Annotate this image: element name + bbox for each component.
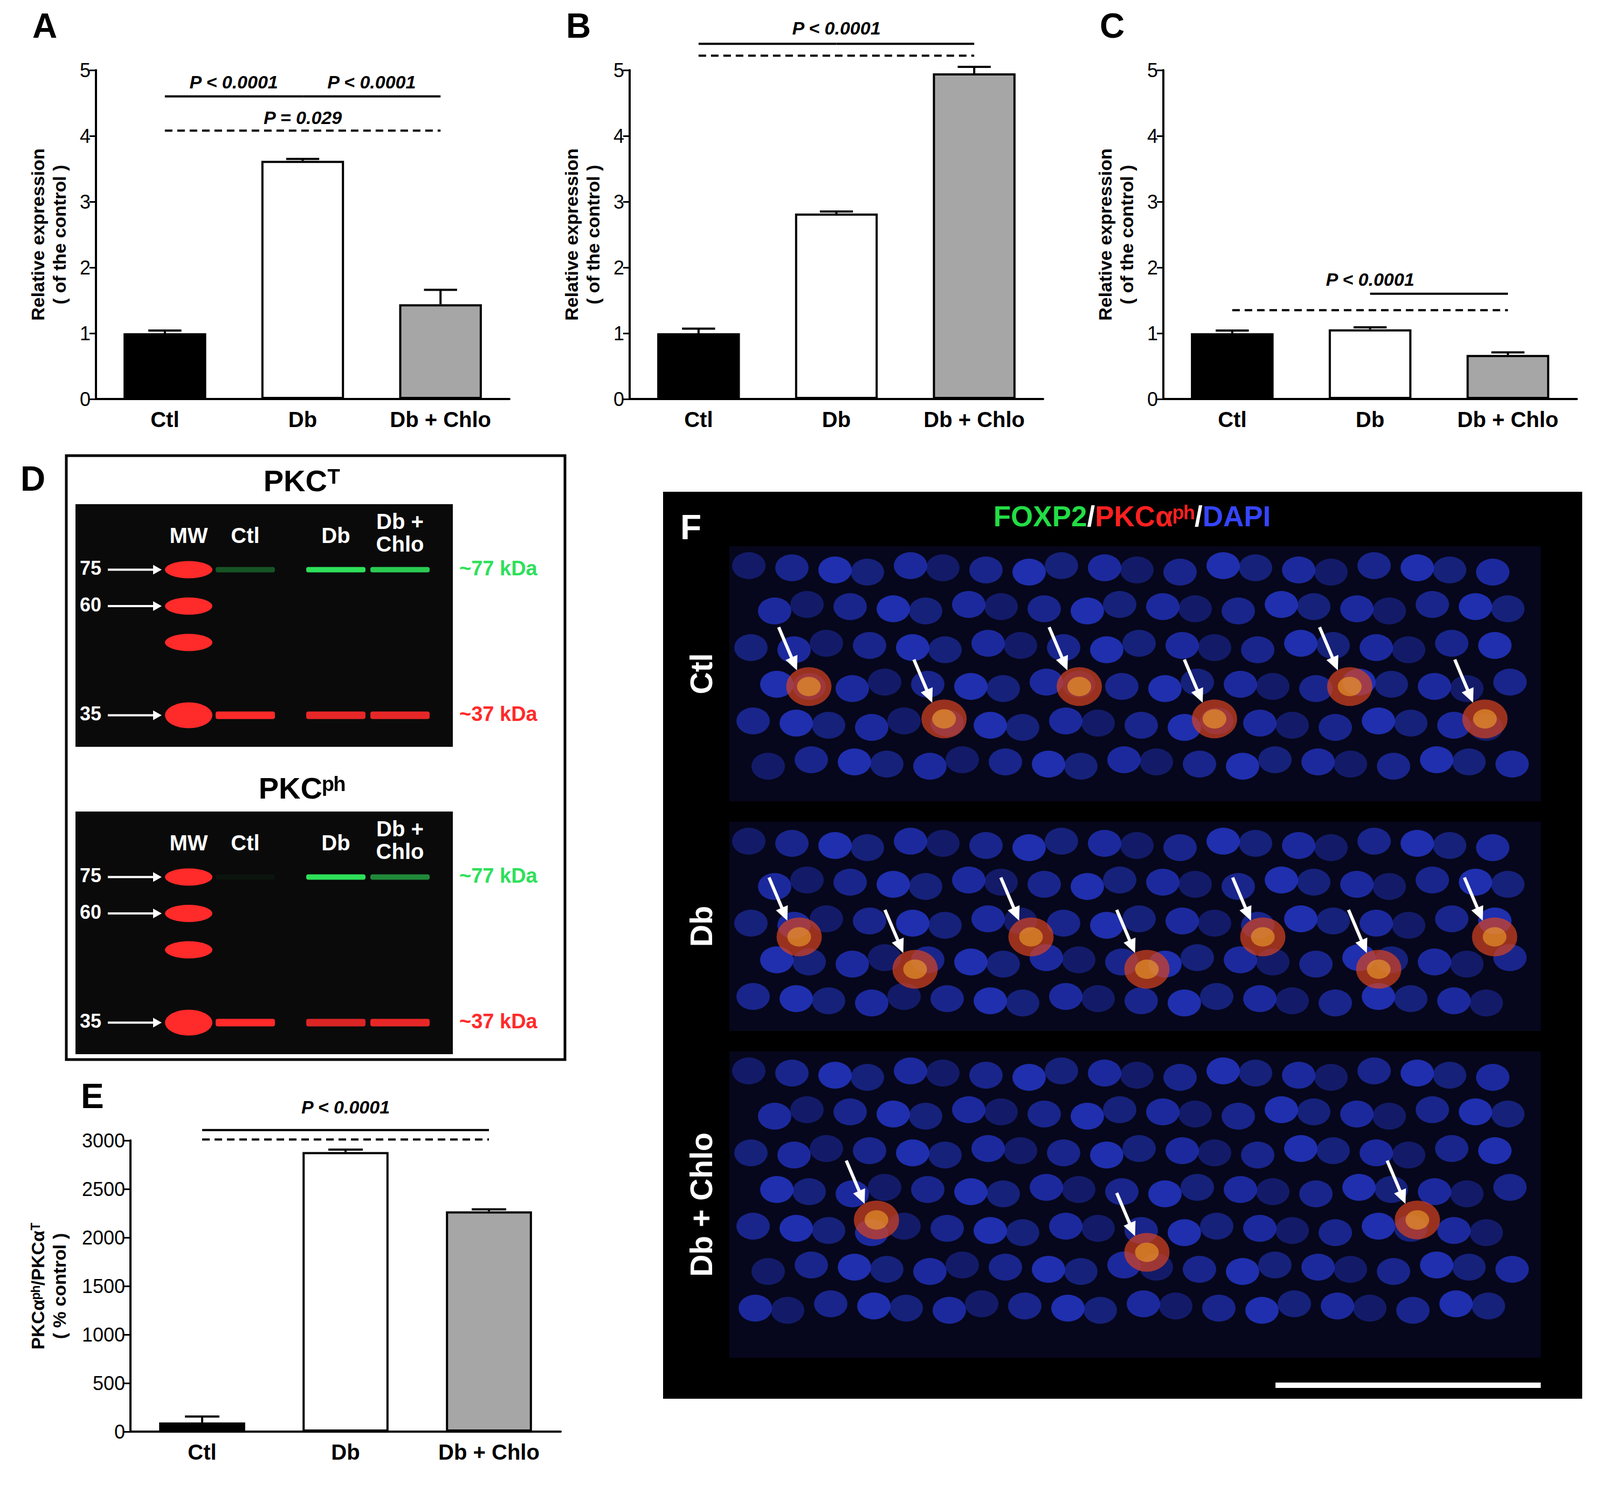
svg-text:PKCᵀ: PKCᵀ (263, 463, 341, 498)
svg-text:5: 5 (613, 59, 625, 82)
svg-text:4: 4 (1147, 125, 1158, 148)
svg-text:1500: 1500 (81, 1274, 126, 1298)
svg-text:A: A (32, 6, 58, 46)
svg-text:Db + Chlo: Db + Chlo (438, 1439, 540, 1464)
svg-text:0: 0 (79, 388, 91, 411)
svg-text:500: 500 (92, 1371, 126, 1395)
svg-text:1: 1 (1147, 322, 1158, 345)
svg-text:( % control ): ( % control ) (49, 1232, 70, 1339)
svg-text:( of the control ): ( of the control ) (1116, 164, 1137, 305)
svg-text:60: 60 (79, 900, 102, 923)
svg-text:Db: Db (288, 407, 317, 432)
svg-text:Chlo: Chlo (376, 839, 425, 864)
svg-text:5: 5 (1147, 59, 1158, 82)
svg-text:0: 0 (613, 388, 625, 411)
svg-text:2500: 2500 (81, 1177, 126, 1200)
svg-text:PKCαᵖʰ/PKCαᵀ: PKCαᵖʰ/PKCαᵀ (27, 1222, 48, 1350)
svg-text:~77 kDa: ~77 kDa (459, 864, 539, 887)
svg-text:Ctl: Ctl (187, 1439, 217, 1464)
svg-text:75: 75 (79, 864, 102, 887)
svg-text:Ctl: Ctl (684, 407, 713, 432)
svg-text:0: 0 (1147, 388, 1158, 411)
svg-text:P < 0.0001: P < 0.0001 (189, 71, 279, 93)
svg-text:Relative expression: Relative expression (1094, 148, 1116, 321)
svg-text:Db: Db (1355, 407, 1385, 432)
svg-text:Db: Db (321, 523, 350, 548)
svg-text:3: 3 (613, 190, 625, 213)
svg-text:~37 kDa: ~37 kDa (459, 1009, 539, 1033)
svg-text:FOXP2/PKCαᵖʰ/DAPI: FOXP2/PKCαᵖʰ/DAPI (993, 500, 1272, 533)
svg-text:P < 0.0001: P < 0.0001 (791, 17, 881, 39)
svg-text:Db: Db (321, 830, 350, 855)
svg-text:4: 4 (79, 125, 91, 148)
svg-text:PKCᵖʰ: PKCᵖʰ (258, 770, 346, 805)
svg-text:Db +: Db + (376, 816, 424, 841)
svg-text:75: 75 (79, 556, 102, 579)
svg-text:~77 kDa: ~77 kDa (459, 556, 539, 580)
svg-text:2: 2 (79, 256, 91, 279)
svg-text:1: 1 (613, 322, 625, 345)
svg-text:Ctl: Ctl (684, 653, 719, 695)
svg-text:Ctl: Ctl (150, 407, 179, 432)
svg-text:3000: 3000 (81, 1129, 126, 1152)
svg-text:Db + Chlo: Db + Chlo (684, 1132, 719, 1277)
svg-text:4: 4 (613, 125, 625, 148)
svg-text:E: E (80, 1076, 105, 1116)
svg-text:Ctl: Ctl (1217, 407, 1247, 432)
svg-text:Db: Db (330, 1439, 360, 1464)
svg-text:3: 3 (79, 190, 91, 213)
svg-text:~37 kDa: ~37 kDa (459, 702, 539, 726)
svg-text:0: 0 (114, 1420, 126, 1443)
svg-text:Chlo: Chlo (376, 532, 425, 556)
svg-text:( of the control ): ( of the control ) (49, 164, 70, 305)
svg-text:( of the control ): ( of the control ) (582, 164, 604, 305)
svg-text:Db + Chlo: Db + Chlo (1457, 407, 1559, 432)
svg-text:C: C (1099, 6, 1125, 46)
svg-text:2: 2 (613, 256, 625, 279)
svg-text:P < 0.0001: P < 0.0001 (1325, 269, 1415, 290)
svg-text:Db: Db (684, 905, 719, 947)
svg-text:35: 35 (79, 1009, 102, 1032)
svg-text:Relative expression: Relative expression (27, 148, 48, 321)
svg-text:B: B (566, 6, 591, 46)
svg-text:P < 0.0001: P < 0.0001 (301, 1096, 390, 1117)
svg-text:2000: 2000 (81, 1226, 126, 1249)
svg-text:2: 2 (1147, 256, 1158, 279)
svg-text:1: 1 (79, 322, 91, 345)
svg-text:P < 0.0001: P < 0.0001 (327, 71, 416, 93)
svg-text:D: D (20, 459, 46, 499)
svg-text:1000: 1000 (81, 1323, 126, 1346)
svg-text:60: 60 (79, 593, 102, 616)
svg-text:Db + Chlo: Db + Chlo (923, 407, 1025, 432)
svg-text:MW: MW (169, 523, 208, 548)
svg-text:3: 3 (1147, 190, 1158, 213)
svg-text:P = 0.029: P = 0.029 (263, 107, 342, 128)
svg-text:35: 35 (79, 702, 102, 725)
svg-text:Db: Db (822, 407, 851, 432)
svg-text:Relative expression: Relative expression (561, 148, 582, 321)
svg-text:Db + Chlo: Db + Chlo (389, 407, 492, 432)
svg-text:Ctl: Ctl (230, 830, 260, 855)
svg-text:5: 5 (79, 59, 91, 82)
svg-text:F: F (680, 507, 702, 547)
svg-text:Ctl: Ctl (230, 523, 260, 548)
svg-text:MW: MW (169, 830, 208, 855)
svg-text:Db +: Db + (376, 509, 424, 534)
